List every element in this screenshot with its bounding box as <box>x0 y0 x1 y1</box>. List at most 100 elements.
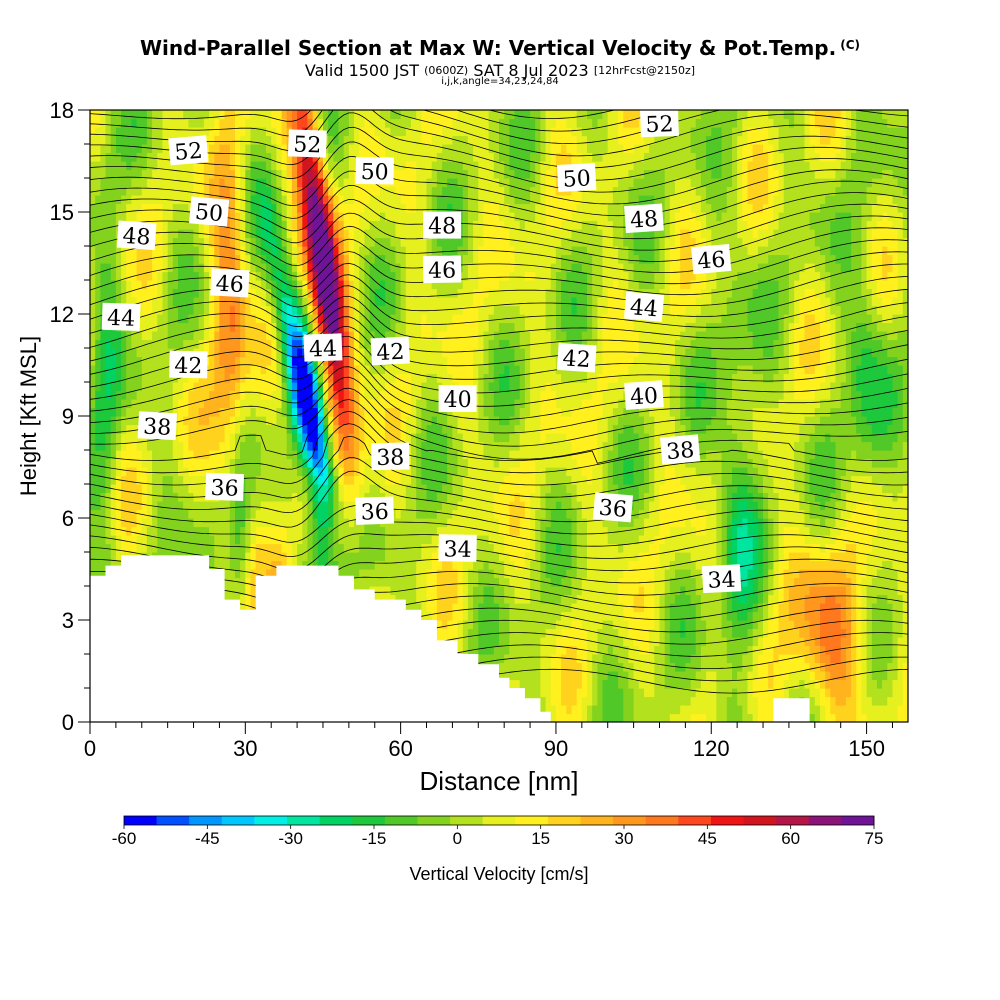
y-tick-label: 18 <box>50 98 74 123</box>
colorbar-swatch <box>711 816 745 825</box>
colorbar-swatch <box>678 816 712 825</box>
chart-subtitle: Valid 1500 JST (0600Z) SAT 8 Jul 2023 [1… <box>304 61 696 80</box>
theta-label: 38 <box>137 411 178 441</box>
colorbar-tick-label: -45 <box>195 829 220 848</box>
theta-label: 34 <box>701 564 742 594</box>
theta-label-text: 40 <box>629 384 659 411</box>
colorbar-swatch <box>124 816 158 825</box>
theta-label-text: 46 <box>215 272 244 298</box>
colorbar-label: Vertical Velocity [cm/s] <box>409 864 588 884</box>
colorbar-tick-label: -15 <box>362 829 387 848</box>
colorbar-swatch <box>808 816 842 825</box>
theta-label: 46 <box>210 268 250 298</box>
colorbar-swatch <box>482 816 516 825</box>
theta-label: 52 <box>287 129 327 158</box>
theta-label: 44 <box>101 302 141 332</box>
colorbar-swatch <box>613 816 647 825</box>
theta-label-text: 46 <box>428 259 456 284</box>
chart-title: Wind-Parallel Section at Max W: Vertical… <box>140 36 860 60</box>
theta-label: 46 <box>422 255 462 284</box>
theta-label: 34 <box>438 534 477 563</box>
theta-label: 48 <box>423 211 462 240</box>
colorbar-swatch <box>352 816 386 825</box>
theta-label-text: 38 <box>143 414 172 440</box>
theta-label-text: 50 <box>562 166 591 192</box>
y-tick-label: 9 <box>62 404 74 429</box>
theta-label: 42 <box>370 336 410 366</box>
theta-label: 42 <box>556 342 597 373</box>
colorbar-tick-label: 0 <box>453 829 462 848</box>
theta-label-text: 44 <box>629 295 659 322</box>
colorbar-tick-label: -60 <box>112 829 137 848</box>
theta-label-text: 50 <box>360 160 388 185</box>
theta-label-text: 48 <box>428 215 456 240</box>
theta-label: 50 <box>355 156 394 185</box>
theta-label: 38 <box>371 442 410 471</box>
y-tick-label: 0 <box>62 710 74 735</box>
theta-label-text: 36 <box>598 496 628 523</box>
theta-label-text: 52 <box>645 112 674 138</box>
colorbar-swatch <box>254 816 288 825</box>
theta-label-text: 36 <box>360 500 389 526</box>
theta-label: 44 <box>623 291 665 322</box>
x-tick-label: 0 <box>84 736 96 761</box>
theta-label-text: 42 <box>562 346 592 373</box>
colorbar-tick-label: 15 <box>531 829 550 848</box>
x-tick-label: 30 <box>233 736 257 761</box>
theta-label-text: 34 <box>707 567 736 593</box>
y-tick-label: 12 <box>50 302 74 327</box>
colorbar-swatch <box>287 816 321 825</box>
theta-label-text: 46 <box>696 247 726 274</box>
x-tick-label: 150 <box>848 736 885 761</box>
colorbar-swatch <box>776 816 810 825</box>
colorbar-swatch <box>189 816 223 825</box>
y-tick-label: 3 <box>62 608 74 633</box>
theta-label-text: 44 <box>107 306 136 332</box>
colorbar-swatch <box>580 816 614 825</box>
theta-label: 50 <box>556 163 597 193</box>
theta-label-text: 38 <box>665 438 695 465</box>
colorbar-tick-label: 30 <box>615 829 634 848</box>
theta-label-text: 48 <box>122 224 152 251</box>
theta-label: 36 <box>205 472 245 502</box>
theta-label: 40 <box>438 385 477 413</box>
colorbar-tick-label: 60 <box>781 829 800 848</box>
x-tick-label: 90 <box>544 736 568 761</box>
colorbar-swatch <box>743 816 777 825</box>
theta-label-text: 34 <box>443 537 471 562</box>
theta-label-text: 44 <box>309 337 338 363</box>
theta-label: 42 <box>169 350 208 379</box>
y-axis-label: Height [Kft MSL] <box>16 336 41 496</box>
colorbar-swatch <box>384 816 418 825</box>
theta-label-text: 42 <box>376 340 405 366</box>
theta-label-text: 40 <box>444 388 472 413</box>
theta-labels: 52 52 52 50 50 50 48 48 48 46 46 46 44 44 44 42 42 42 40 40… <box>101 108 742 594</box>
theta-label: 48 <box>116 220 157 251</box>
colorbar-tick-label: -30 <box>278 829 303 848</box>
colorbar-swatch <box>319 816 353 825</box>
y-tick-label: 6 <box>62 506 74 531</box>
theta-label-text: 52 <box>173 139 203 166</box>
x-tick-label: 120 <box>693 736 730 761</box>
theta-label-text: 48 <box>629 207 659 234</box>
colorbar: -60 -45 -30 -15 0 15 30 45 60 75 <box>112 815 883 848</box>
theta-label: 52 <box>640 108 679 138</box>
x-axis-label: Distance [nm] <box>420 766 579 796</box>
theta-label-text: 50 <box>194 200 224 227</box>
theta-label-text: 42 <box>174 354 202 379</box>
colorbar-tick-label: 45 <box>698 829 717 848</box>
theta-label: 52 <box>168 135 209 166</box>
grid-info: i,j,k,angle=34,23,24,84 <box>441 76 559 87</box>
y-tick-label: 15 <box>50 200 74 225</box>
colorbar-swatch <box>841 816 875 825</box>
colorbar-swatch <box>450 816 484 825</box>
x-tick-label: 60 <box>388 736 412 761</box>
theta-label-text: 36 <box>210 476 239 502</box>
theta-label: 46 <box>691 243 732 275</box>
theta-label: 50 <box>189 196 230 227</box>
theta-label: 36 <box>592 492 634 523</box>
theta-label: 38 <box>660 434 701 465</box>
colorbar-swatch <box>156 816 190 825</box>
colorbar-swatch <box>417 816 451 825</box>
